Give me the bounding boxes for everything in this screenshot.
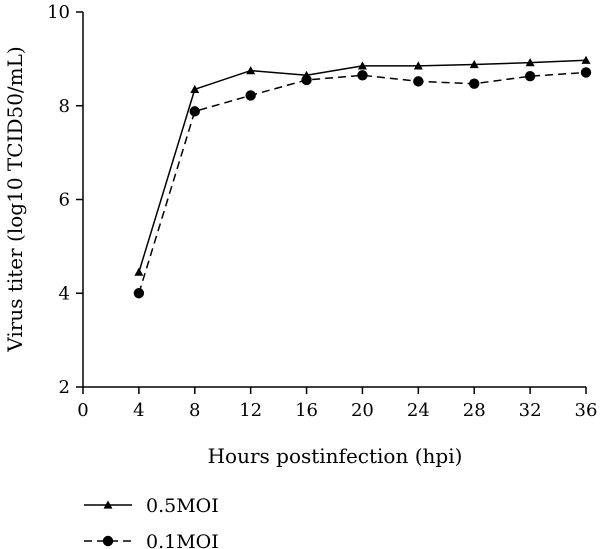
data-point bbox=[469, 60, 479, 69]
x-tick-label: 32 bbox=[519, 400, 542, 421]
x-tick-label: 4 bbox=[133, 400, 144, 421]
data-point bbox=[525, 58, 535, 67]
y-tick-label: 4 bbox=[59, 283, 70, 304]
x-axis-title: Hours postinfection (hpi) bbox=[208, 444, 463, 468]
series-0.1MOI bbox=[133, 67, 592, 299]
x-tick-label: 8 bbox=[189, 400, 200, 421]
series-line bbox=[138, 59, 587, 273]
data-point bbox=[190, 84, 200, 93]
legend-item: 0.1MOI bbox=[84, 531, 219, 549]
x-tick-label: 12 bbox=[239, 400, 262, 421]
x-tick-label: 20 bbox=[351, 400, 374, 421]
x-tick-label: 24 bbox=[407, 400, 430, 421]
data-point bbox=[189, 106, 200, 117]
legend-marker bbox=[103, 500, 113, 509]
data-point bbox=[357, 70, 368, 81]
y-tick-label: 6 bbox=[59, 190, 70, 211]
data-point bbox=[357, 61, 367, 70]
data-point bbox=[133, 288, 145, 299]
y-tick-label: 8 bbox=[59, 96, 70, 117]
x-tick-label: 0 bbox=[77, 400, 88, 421]
x-tick-label: 28 bbox=[463, 400, 486, 421]
legend-label: 0.1MOI bbox=[146, 531, 219, 549]
data-point bbox=[301, 74, 312, 86]
series-0.5MOI bbox=[134, 55, 591, 276]
x-tick-label: 16 bbox=[295, 400, 318, 421]
data-point bbox=[581, 55, 591, 64]
series-line bbox=[138, 71, 587, 294]
data-point bbox=[524, 71, 536, 82]
legend-item: 0.5MOI bbox=[84, 495, 219, 517]
data-point bbox=[413, 76, 424, 87]
data-point bbox=[246, 66, 256, 75]
y-axis-title: Virus titer (log10 TCID50/mL) bbox=[3, 46, 27, 352]
y-tick-label: 2 bbox=[59, 377, 70, 398]
data-point bbox=[134, 267, 144, 276]
data-point bbox=[469, 78, 480, 89]
legend-label: 0.5MOI bbox=[146, 495, 219, 517]
legend: 0.5MOI 0.1MOI bbox=[84, 495, 219, 549]
series-layer bbox=[133, 55, 592, 299]
y-tick-label: 10 bbox=[47, 2, 70, 23]
x-tick-label: 36 bbox=[575, 400, 598, 421]
data-point bbox=[580, 67, 592, 78]
data-point bbox=[245, 90, 256, 101]
data-point bbox=[413, 61, 423, 70]
legend-marker bbox=[102, 535, 114, 547]
